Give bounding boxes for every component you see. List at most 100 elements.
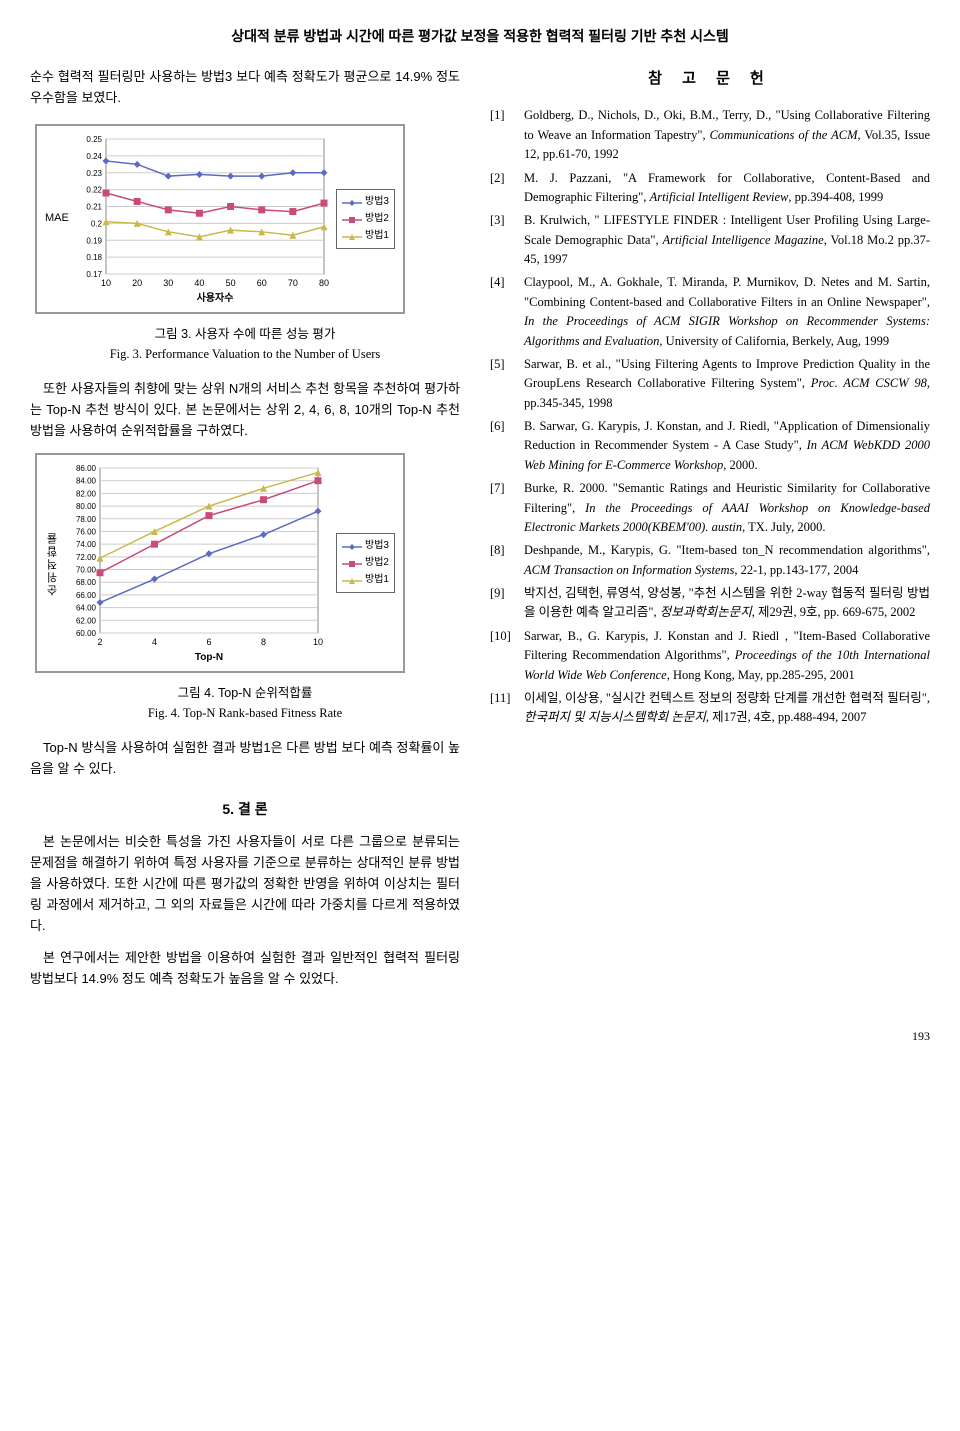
chart3-caption-ko: 그림 3. 사용자 수에 따른 성능 평가 xyxy=(155,327,336,341)
reference-text: B. Sarwar, G. Karypis, J. Konstan, and J… xyxy=(524,417,930,475)
reference-text: Goldberg, D., Nichols, D., Oki, B.M., Te… xyxy=(524,106,930,164)
svg-text:70: 70 xyxy=(288,278,298,288)
svg-text:78.00: 78.00 xyxy=(76,515,97,524)
reference-text: B. Krulwich, " LIFESTYLE FINDER : Intell… xyxy=(524,211,930,269)
svg-text:84.00: 84.00 xyxy=(76,477,97,486)
legend-label: 방법3 xyxy=(365,194,389,210)
legend-item: 방법3 xyxy=(342,194,389,210)
chart3-caption: 그림 3. 사용자 수에 따른 성능 평가 Fig. 3. Performanc… xyxy=(30,324,460,364)
chart-4: 순위적합률 60.0062.0064.0066.0068.0070.0072.0… xyxy=(30,453,460,673)
reference-text: 이세일, 이상용, "실시간 컨텍스트 정보의 정량화 단계를 개선한 협력적 … xyxy=(524,689,930,728)
svg-text:Top-N: Top-N xyxy=(195,652,223,663)
svg-text:사용자수: 사용자수 xyxy=(196,291,233,304)
legend-label: 방법1 xyxy=(365,228,389,244)
svg-text:0.21: 0.21 xyxy=(86,202,102,211)
reference-item: [5]Sarwar, B. et al., "Using Filtering A… xyxy=(490,355,930,413)
reference-item: [6]B. Sarwar, G. Karypis, J. Konstan, an… xyxy=(490,417,930,475)
reference-number: [7] xyxy=(490,479,518,537)
references-heading: 참 고 문 헌 xyxy=(490,67,930,91)
svg-text:4: 4 xyxy=(152,637,157,647)
svg-text:10: 10 xyxy=(313,637,323,647)
svg-text:0.23: 0.23 xyxy=(86,169,102,178)
legend-item: 방법1 xyxy=(342,228,389,244)
chart4-caption-en: Fig. 4. Top-N Rank-based Fitness Rate xyxy=(148,706,342,720)
conclusion-p1: 본 논문에서는 비슷한 특성을 가진 사용자들이 서로 다른 그룹으로 분류되는… xyxy=(30,832,460,936)
reference-item: [4]Claypool, M., A. Gokhale, T. Miranda,… xyxy=(490,273,930,351)
reference-number: [1] xyxy=(490,106,518,164)
svg-text:0.22: 0.22 xyxy=(86,186,102,195)
chart4-caption: 그림 4. Top-N 순위적합률 Fig. 4. Top-N Rank-bas… xyxy=(30,683,460,723)
legend-label: 방법3 xyxy=(365,538,389,554)
reference-item: [7]Burke, R. 2000. "Semantic Ratings and… xyxy=(490,479,930,537)
svg-text:74.00: 74.00 xyxy=(76,541,97,550)
chart3-ylabel: MAE xyxy=(45,210,69,228)
reference-number: [6] xyxy=(490,417,518,475)
chart4-svg: 60.0062.0064.0066.0068.0070.0072.0074.00… xyxy=(68,463,323,663)
chart3-svg: 0.170.180.190.20.210.220.230.240.2510203… xyxy=(74,134,329,304)
svg-text:30: 30 xyxy=(163,278,173,288)
reference-text: Sarwar, B., G. Karypis, J. Konstan and J… xyxy=(524,627,930,685)
svg-text:68.00: 68.00 xyxy=(76,579,97,588)
reference-number: [10] xyxy=(490,627,518,685)
right-column: 참 고 문 헌 [1]Goldberg, D., Nichols, D., Ok… xyxy=(490,67,930,1002)
reference-item: [1]Goldberg, D., Nichols, D., Oki, B.M.,… xyxy=(490,106,930,164)
legend-item: 방법2 xyxy=(342,211,389,227)
chart3-legend: 방법3방법2방법1 xyxy=(336,189,395,249)
after-chart4-paragraph: Top-N 방식을 사용하여 실험한 결과 방법1은 다른 방법 보다 예측 정… xyxy=(30,738,460,780)
reference-text: 박지선, 김택헌, 류영석, 양성봉, "추천 시스템을 위한 2-way 협동… xyxy=(524,584,930,623)
svg-text:10: 10 xyxy=(101,278,111,288)
legend-label: 방법2 xyxy=(365,555,389,571)
chart4-ylabel: 순위적합률 xyxy=(45,531,63,596)
svg-text:62.00: 62.00 xyxy=(76,617,97,626)
svg-text:2: 2 xyxy=(97,637,102,647)
reference-number: [8] xyxy=(490,541,518,580)
svg-text:70.00: 70.00 xyxy=(76,566,97,575)
svg-text:86.00: 86.00 xyxy=(76,464,97,473)
legend-label: 방법2 xyxy=(365,211,389,227)
reference-number: [9] xyxy=(490,584,518,623)
left-column: 순수 협력적 필터링만 사용하는 방법3 보다 예측 정확도가 평균으로 14.… xyxy=(30,67,460,1002)
reference-number: [4] xyxy=(490,273,518,351)
svg-text:66.00: 66.00 xyxy=(76,591,97,600)
chart-3: MAE 0.170.180.190.20.210.220.230.240.251… xyxy=(30,124,460,314)
svg-text:0.24: 0.24 xyxy=(86,152,102,161)
svg-text:76.00: 76.00 xyxy=(76,528,97,537)
intro-paragraph: 순수 협력적 필터링만 사용하는 방법3 보다 예측 정확도가 평균으로 14.… xyxy=(30,67,460,109)
svg-text:64.00: 64.00 xyxy=(76,604,97,613)
reference-item: [2]M. J. Pazzani, "A Framework for Colla… xyxy=(490,169,930,208)
conclusion-heading: 5. 결 론 xyxy=(30,798,460,820)
page-title: 상대적 분류 방법과 시간에 따른 평가값 보정을 적용한 협력적 필터링 기반… xyxy=(30,25,930,47)
svg-text:80.00: 80.00 xyxy=(76,502,97,511)
mid-paragraph: 또한 사용자들의 취향에 맞는 상위 N개의 서비스 추천 항목을 추천하여 평… xyxy=(30,379,460,441)
reference-item: [9]박지선, 김택헌, 류영석, 양성봉, "추천 시스템을 위한 2-way… xyxy=(490,584,930,623)
reference-item: [10]Sarwar, B., G. Karypis, J. Konstan a… xyxy=(490,627,930,685)
reference-item: [8]Deshpande, M., Karypis, G. "Item-base… xyxy=(490,541,930,580)
svg-text:0.18: 0.18 xyxy=(86,253,102,262)
svg-text:6: 6 xyxy=(206,637,211,647)
svg-text:0.19: 0.19 xyxy=(86,236,102,245)
svg-text:82.00: 82.00 xyxy=(76,490,97,499)
reference-number: [11] xyxy=(490,689,518,728)
svg-text:0.2: 0.2 xyxy=(91,219,103,228)
references-list: [1]Goldberg, D., Nichols, D., Oki, B.M.,… xyxy=(490,106,930,727)
reference-text: Claypool, M., A. Gokhale, T. Miranda, P.… xyxy=(524,273,930,351)
reference-text: M. J. Pazzani, "A Framework for Collabor… xyxy=(524,169,930,208)
legend-item: 방법1 xyxy=(342,572,389,588)
svg-text:20: 20 xyxy=(132,278,142,288)
reference-text: Burke, R. 2000. "Semantic Ratings and He… xyxy=(524,479,930,537)
reference-number: [5] xyxy=(490,355,518,413)
svg-text:50: 50 xyxy=(225,278,235,288)
legend-label: 방법1 xyxy=(365,572,389,588)
legend-item: 방법2 xyxy=(342,555,389,571)
svg-text:40: 40 xyxy=(194,278,204,288)
reference-number: [2] xyxy=(490,169,518,208)
svg-text:72.00: 72.00 xyxy=(76,553,97,562)
reference-text: Sarwar, B. et al., "Using Filtering Agen… xyxy=(524,355,930,413)
chart4-legend: 방법3방법2방법1 xyxy=(336,533,395,593)
reference-item: [11]이세일, 이상용, "실시간 컨텍스트 정보의 정량화 단계를 개선한 … xyxy=(490,689,930,728)
two-column-layout: 순수 협력적 필터링만 사용하는 방법3 보다 예측 정확도가 평균으로 14.… xyxy=(30,67,930,1002)
reference-number: [3] xyxy=(490,211,518,269)
reference-item: [3]B. Krulwich, " LIFESTYLE FINDER : Int… xyxy=(490,211,930,269)
page-number: 193 xyxy=(30,1027,930,1046)
chart3-caption-en: Fig. 3. Performance Valuation to the Num… xyxy=(110,347,381,361)
